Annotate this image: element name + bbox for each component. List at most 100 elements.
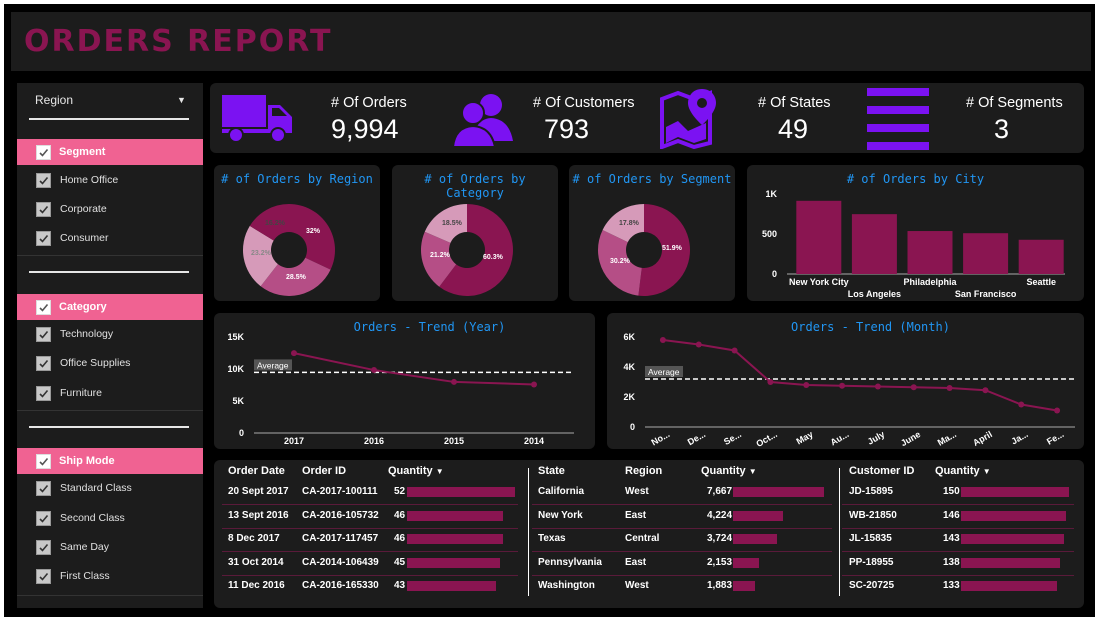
divider bbox=[17, 410, 203, 411]
segment-option-home-office[interactable]: Home Office bbox=[17, 169, 203, 193]
page-title: ORDERS REPORT bbox=[24, 24, 333, 59]
bar-new-york-city[interactable] bbox=[796, 200, 842, 274]
col-header-region[interactable]: Region bbox=[625, 465, 663, 477]
filter-sidebar: Region ▼ Segment Home Office Corporate C… bbox=[17, 83, 203, 608]
x-tick-label: Se... bbox=[722, 429, 743, 447]
donut-slice[interactable] bbox=[439, 204, 513, 296]
checkbox[interactable] bbox=[36, 327, 51, 342]
category-option-technology[interactable]: Technology bbox=[17, 323, 203, 347]
row-divider bbox=[222, 504, 518, 505]
y-tick-label: 5K bbox=[232, 396, 244, 406]
y-tick-label: 0 bbox=[630, 422, 635, 432]
option-label: Standard Class bbox=[60, 482, 132, 494]
category-option-furniture[interactable]: Furniture bbox=[17, 382, 203, 406]
x-tick-label: Au... bbox=[829, 429, 851, 447]
data-point[interactable] bbox=[874, 383, 881, 390]
data-point[interactable] bbox=[531, 381, 537, 388]
col-header-quantity[interactable]: Quantity ▼ bbox=[388, 465, 444, 477]
col-header-quantity[interactable]: Quantity ▼ bbox=[935, 465, 991, 477]
donut-slice[interactable] bbox=[602, 204, 644, 243]
data-point[interactable] bbox=[1018, 401, 1025, 408]
checkbox[interactable] bbox=[36, 202, 51, 217]
row-divider bbox=[222, 527, 518, 529]
data-point[interactable] bbox=[695, 341, 702, 348]
donut-slice[interactable] bbox=[598, 229, 642, 296]
bar-philadelphia[interactable] bbox=[907, 231, 953, 274]
data-point[interactable] bbox=[803, 382, 810, 388]
caret-down-icon: ▼ bbox=[177, 95, 186, 105]
option-label: Second Class bbox=[60, 512, 125, 524]
ship-mode-option-standard[interactable]: Standard Class bbox=[17, 477, 203, 501]
x-tick-label: Ja... bbox=[1010, 429, 1030, 446]
checkbox[interactable] bbox=[36, 511, 51, 526]
ship-mode-option-same-day[interactable]: Same Day bbox=[17, 536, 203, 560]
bar-los-angeles[interactable] bbox=[851, 214, 897, 274]
data-point[interactable] bbox=[371, 367, 377, 374]
donut-slice[interactable] bbox=[289, 204, 335, 270]
col-header-quantity[interactable]: Quantity ▼ bbox=[701, 465, 757, 477]
row-divider bbox=[532, 574, 832, 576]
data-point[interactable] bbox=[1054, 407, 1061, 414]
segment-select-all-checkbox[interactable] bbox=[36, 145, 51, 160]
col-header-customer-id[interactable]: Customer ID bbox=[849, 465, 915, 477]
segment-option-consumer[interactable]: Consumer bbox=[17, 227, 203, 251]
data-point[interactable] bbox=[946, 385, 953, 391]
x-tick-label: Philadelphia bbox=[903, 277, 957, 287]
cell-qty: 7,667 bbox=[707, 486, 733, 497]
col-header-state[interactable]: State bbox=[538, 465, 565, 477]
segment-option-corporate[interactable]: Corporate bbox=[17, 198, 203, 222]
users-icon bbox=[451, 94, 513, 147]
data-point[interactable] bbox=[767, 379, 774, 385]
data-point[interactable] bbox=[291, 350, 297, 357]
checkbox[interactable] bbox=[36, 481, 51, 496]
category-label: Category bbox=[59, 301, 107, 313]
x-tick-label: Seattle bbox=[1026, 277, 1056, 287]
data-point[interactable] bbox=[839, 382, 846, 389]
checkbox[interactable] bbox=[36, 356, 51, 371]
ship-mode-select-all-checkbox[interactable] bbox=[36, 454, 51, 469]
kpi-states-label: # Of States bbox=[758, 95, 831, 111]
ship-mode-label: Ship Mode bbox=[59, 455, 115, 467]
section-rule bbox=[29, 426, 189, 428]
data-point[interactable] bbox=[982, 387, 989, 394]
quantity-bar bbox=[733, 581, 756, 591]
category-select-all-checkbox[interactable] bbox=[36, 300, 51, 315]
data-point[interactable] bbox=[910, 384, 917, 391]
donut-title: # of Orders by Region bbox=[221, 172, 373, 186]
category-filter-header[interactable]: Category bbox=[17, 294, 203, 320]
x-tick-label: No... bbox=[649, 429, 671, 447]
ship-mode-filter-header[interactable]: Ship Mode bbox=[17, 448, 203, 474]
y-tick-label: 2K bbox=[623, 392, 635, 402]
ship-mode-option-second[interactable]: Second Class bbox=[17, 507, 203, 531]
col-header-order-date[interactable]: Order Date bbox=[228, 465, 285, 477]
bar-san-francisco[interactable] bbox=[963, 233, 1009, 274]
ship-mode-option-first[interactable]: First Class bbox=[17, 565, 203, 589]
checkbox[interactable] bbox=[36, 540, 51, 555]
checkbox[interactable] bbox=[36, 386, 51, 401]
data-point[interactable] bbox=[659, 337, 666, 343]
col-header-order-id[interactable]: Order ID bbox=[302, 465, 347, 477]
donut-slice[interactable] bbox=[424, 204, 467, 243]
donut-slice[interactable] bbox=[638, 204, 690, 296]
kpi-customers-value: 793 bbox=[544, 114, 590, 144]
trend-year-line-chart: 15K 10K 5K 0 Average 2017 2016 2015 2014 bbox=[227, 332, 574, 446]
bar-seattle[interactable] bbox=[1018, 239, 1064, 274]
donut-slice[interactable] bbox=[421, 231, 457, 287]
donut-slice[interactable] bbox=[260, 257, 331, 296]
donut-slice[interactable] bbox=[249, 204, 289, 241]
segment-filter-header[interactable]: Segment bbox=[17, 139, 203, 165]
category-option-office-supplies[interactable]: Office Supplies bbox=[17, 352, 203, 376]
kpi-segments-value: 3 bbox=[994, 114, 1010, 144]
checkbox[interactable] bbox=[36, 173, 51, 188]
city-bar-panel: # of Orders by City 1K 500 0 New York City L… bbox=[747, 165, 1084, 301]
donut-panel-region: # of Orders by Region 32% 28.5% 23.2% 16… bbox=[214, 165, 380, 301]
sort-down-icon: ▼ bbox=[435, 467, 444, 476]
checkbox[interactable] bbox=[36, 569, 51, 584]
data-point[interactable] bbox=[731, 347, 738, 354]
cell-state: Washington bbox=[538, 580, 595, 591]
cell-id: PP-18955 bbox=[849, 556, 894, 568]
donut-slice[interactable] bbox=[243, 225, 278, 287]
segment-label: Segment bbox=[59, 146, 106, 158]
data-point[interactable] bbox=[451, 378, 457, 385]
checkbox[interactable] bbox=[36, 231, 51, 246]
